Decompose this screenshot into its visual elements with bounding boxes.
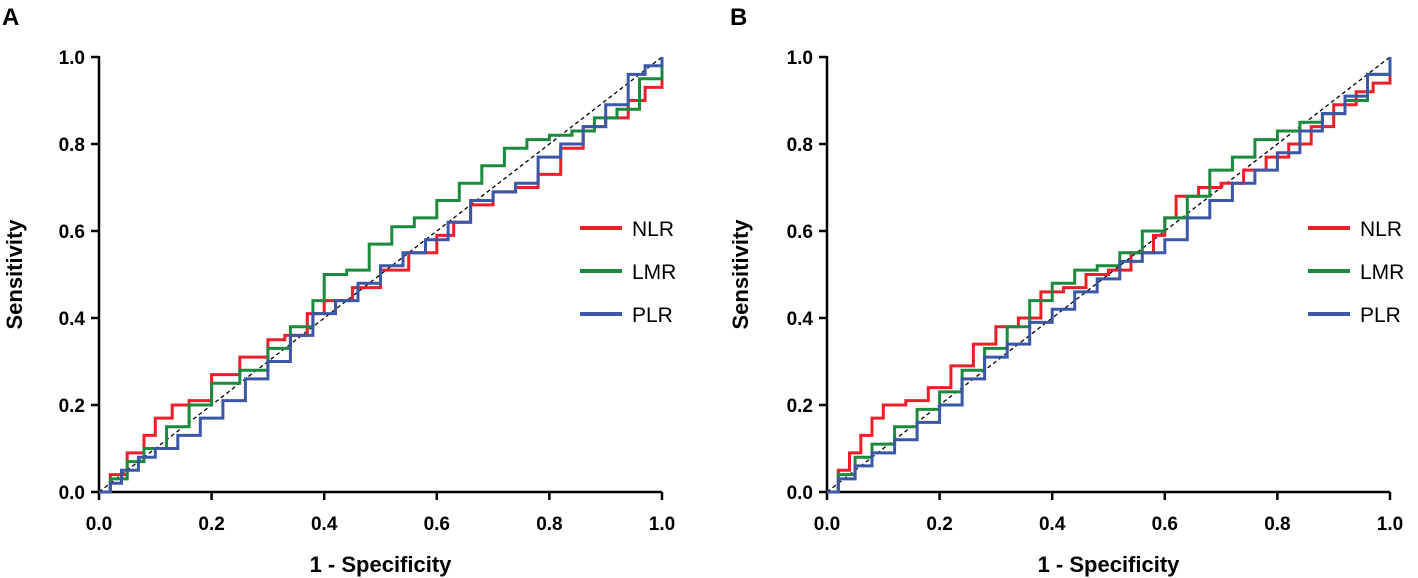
x-tick-label: 0.0 xyxy=(814,514,840,535)
y-tick-label: 0.6 xyxy=(59,222,85,243)
x-tick-label: 0.6 xyxy=(424,514,450,535)
x-axis-title: 1 - Specificity xyxy=(1038,552,1181,577)
panel-b: B 0.0 0.2 0.4 0.6 0.8 1.0 0.0 0.2 0.4 0.6 0.8 1.0 1 -… xyxy=(728,4,1404,577)
legend-label-plr: PLR xyxy=(1360,304,1401,327)
legend-label-lmr: LMR xyxy=(1360,261,1404,284)
x-tick-label: 0.8 xyxy=(536,514,562,535)
panel-label: A xyxy=(2,4,19,31)
series-line-nlr xyxy=(827,57,1392,494)
y-axis-title: Sensitivity xyxy=(728,219,753,330)
legend-label-lmr: LMR xyxy=(632,261,676,284)
panel-a: A 0.0 0.2 0.4 0.6 0.8 1.0 0.0 0.2 0.4 0.6 0.8 1.0 1 -… xyxy=(2,4,676,577)
y-tick-label: 1.0 xyxy=(59,48,85,69)
x-tick-label: 1.0 xyxy=(649,514,675,535)
legend-label-nlr: NLR xyxy=(1360,218,1402,241)
x-axis-title: 1 - Specificity xyxy=(310,552,453,577)
y-tick-label: 0.2 xyxy=(787,396,813,417)
y-tick-label: 0.6 xyxy=(787,222,813,243)
y-axis-title: Sensitivity xyxy=(2,219,27,330)
x-tick-label: 0.4 xyxy=(311,514,338,535)
y-tick-label: 0.8 xyxy=(787,135,813,156)
x-tick-label: 0.2 xyxy=(926,514,952,535)
series-line-plr xyxy=(99,57,664,494)
legend-label-nlr: NLR xyxy=(632,218,674,241)
x-tick-label: 0.4 xyxy=(1039,514,1066,535)
series-line-plr xyxy=(827,57,1392,494)
x-tick-label: 0.0 xyxy=(86,514,112,535)
series-line-nlr xyxy=(99,61,664,494)
x-tick-label: 1.0 xyxy=(1377,514,1403,535)
x-tick-label: 0.2 xyxy=(198,514,224,535)
y-tick-label: 0.8 xyxy=(59,135,85,156)
y-tick-label: 1.0 xyxy=(787,48,813,69)
y-tick-label: 0.0 xyxy=(787,483,813,504)
y-tick-label: 0.4 xyxy=(59,309,86,330)
y-tick-label: 0.4 xyxy=(787,309,814,330)
y-tick-label: 0.2 xyxy=(59,396,85,417)
series-line-lmr xyxy=(827,57,1392,494)
y-tick-label: 0.0 xyxy=(59,483,85,504)
legend-label-plr: PLR xyxy=(632,304,673,327)
x-tick-label: 0.6 xyxy=(1152,514,1178,535)
x-tick-label: 0.8 xyxy=(1264,514,1290,535)
panel-label: B xyxy=(730,4,747,31)
series-line-lmr xyxy=(99,57,664,494)
